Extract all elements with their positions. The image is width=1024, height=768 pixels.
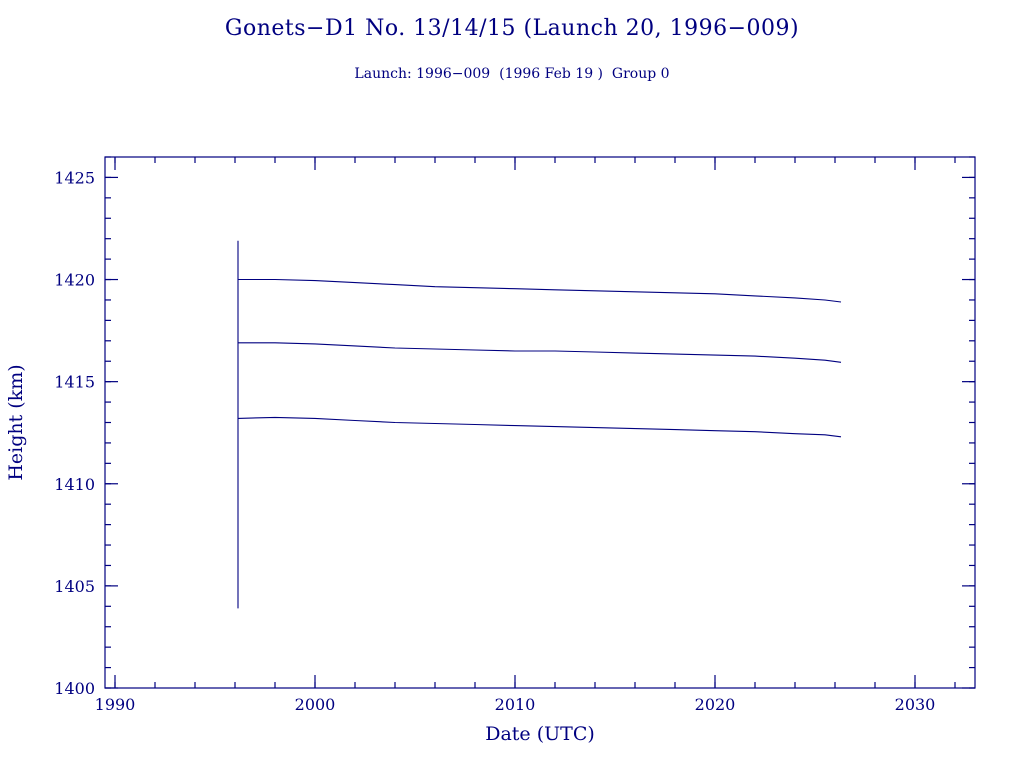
x-tick-label: 2000: [295, 695, 336, 714]
y-tick-label: 1415: [54, 373, 95, 392]
x-tick-label: 1990: [95, 695, 136, 714]
plot-border: [104, 156, 976, 689]
x-tick-label: 2020: [695, 695, 736, 714]
x-tick-label: 2030: [895, 695, 936, 714]
series-line: [237, 416, 842, 438]
x-axis-label: Date (UTC): [485, 723, 595, 745]
series-line: [238, 342, 842, 363]
series-line: [238, 278, 842, 303]
x-tick-label: 2010: [495, 695, 536, 714]
y-tick-label: 1425: [54, 168, 95, 187]
y-tick-label: 1400: [54, 679, 95, 698]
y-tick-label: 1420: [54, 271, 95, 290]
y-axis-label: Height (km): [5, 364, 27, 480]
chart-subtitle: Launch: 1996−009 (1996 Feb 19 ) Group 0: [354, 66, 670, 82]
chart-title: Gonets−D1 No. 13/14/15 (Launch 20, 1996−…: [224, 16, 800, 41]
y-tick-label: 1410: [54, 475, 95, 494]
y-tick-label: 1405: [54, 577, 95, 596]
